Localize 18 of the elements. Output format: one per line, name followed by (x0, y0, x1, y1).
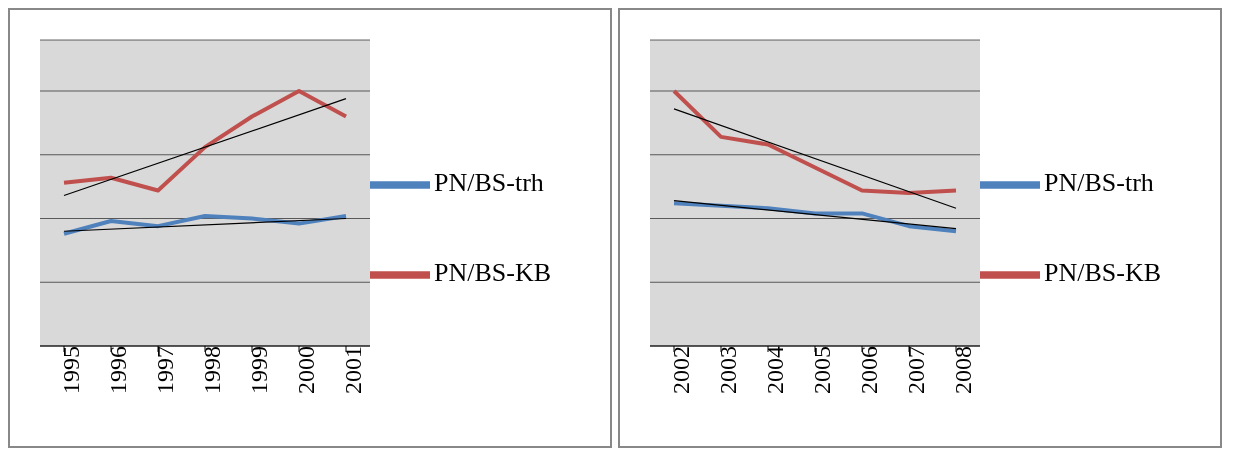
x-tick-label: 2004 (762, 346, 789, 394)
x-tick-label: 2005 (809, 346, 836, 394)
x-tick-label: 1996 (105, 346, 132, 394)
legend-label: PN/BS-trh (434, 168, 544, 197)
x-tick-label: 1998 (199, 346, 226, 394)
x-tick-label: 2003 (715, 346, 742, 394)
x-tick-label: 2008 (950, 346, 977, 394)
x-tick-label: 2001 (340, 346, 367, 394)
x-tick-label: 2007 (903, 346, 930, 394)
legend-label: PN/BS-trh (1044, 168, 1154, 197)
x-tick-label: 2000 (293, 346, 320, 394)
x-tick-label: 1997 (152, 346, 179, 394)
x-tick-label: 2006 (856, 346, 883, 394)
x-tick-label: 1995 (58, 346, 85, 394)
x-tick-label: 2002 (668, 346, 695, 394)
x-tick-label: 1999 (246, 346, 273, 394)
legend-label: PN/BS-KB (434, 258, 552, 287)
legend-label: PN/BS-KB (1044, 258, 1162, 287)
